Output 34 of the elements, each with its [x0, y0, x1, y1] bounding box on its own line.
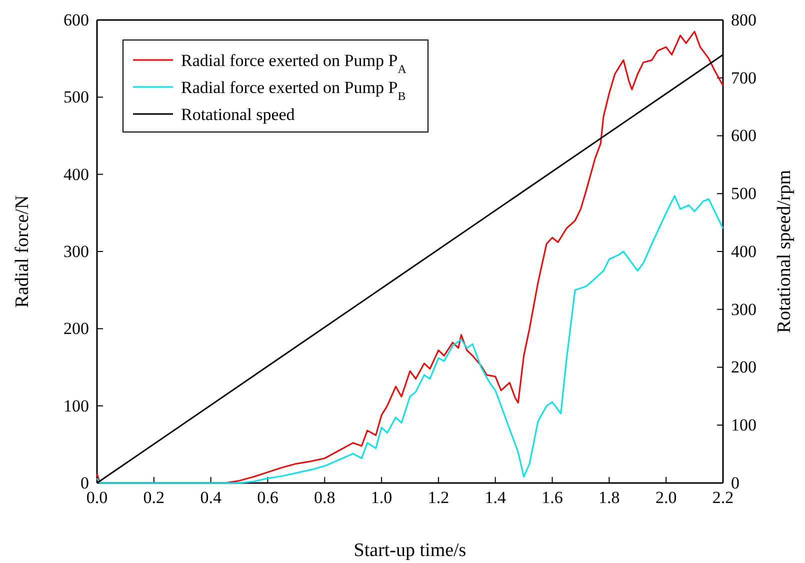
legend-label: Radial force exerted on Pump P$_{B}$	[181, 78, 406, 103]
y2-tick-label: 100	[731, 416, 756, 435]
x-tick-label: 2.0	[655, 488, 677, 508]
x-tick-label: 0.6	[257, 488, 278, 508]
x-tick-label: 0.8	[314, 488, 336, 508]
y2-tick-label: 700	[731, 68, 756, 88]
x-tick-label: 1.4	[484, 488, 506, 508]
x-tick-label: 0.4	[200, 488, 222, 508]
y-tick-label: 600	[64, 10, 89, 30]
y2-tick-label: 600	[731, 126, 756, 146]
x-tick-label: 1.2	[428, 488, 450, 508]
legend-label: Rotational speed	[181, 105, 296, 124]
y2-tick-label: 0	[731, 473, 740, 492]
legend-label: Radial force exerted on Pump P$_{A}$	[181, 51, 407, 76]
y-axis-title: Radial force/N	[12, 195, 33, 308]
y2-tick-label: 500	[731, 184, 756, 204]
y2-tick-label: 300	[731, 300, 756, 319]
y2-axis-title: Rotational speed/rpm	[774, 170, 795, 334]
x-tick-label: 1.6	[542, 488, 563, 508]
y2-tick-label: 200	[731, 358, 756, 377]
y-tick-label: 500	[64, 88, 89, 107]
y-tick-label: 100	[64, 396, 89, 416]
x-tick-label: 1.8	[598, 488, 620, 508]
y-tick-label: 0	[80, 473, 89, 492]
y-tick-label: 400	[64, 164, 89, 184]
y2-tick-label: 800	[731, 10, 756, 30]
x-tick-label: 0.2	[143, 488, 165, 508]
x-tick-label: 2.2	[712, 488, 734, 508]
y2-tick-label: 400	[731, 242, 756, 261]
x-tick-label: 1.0	[370, 488, 392, 508]
y-tick-label: 200	[64, 319, 89, 338]
x-tick-label: 0.0	[86, 488, 108, 508]
y-tick-label: 300	[64, 242, 89, 261]
x-axis-title: Start-up time/s	[354, 540, 466, 561]
